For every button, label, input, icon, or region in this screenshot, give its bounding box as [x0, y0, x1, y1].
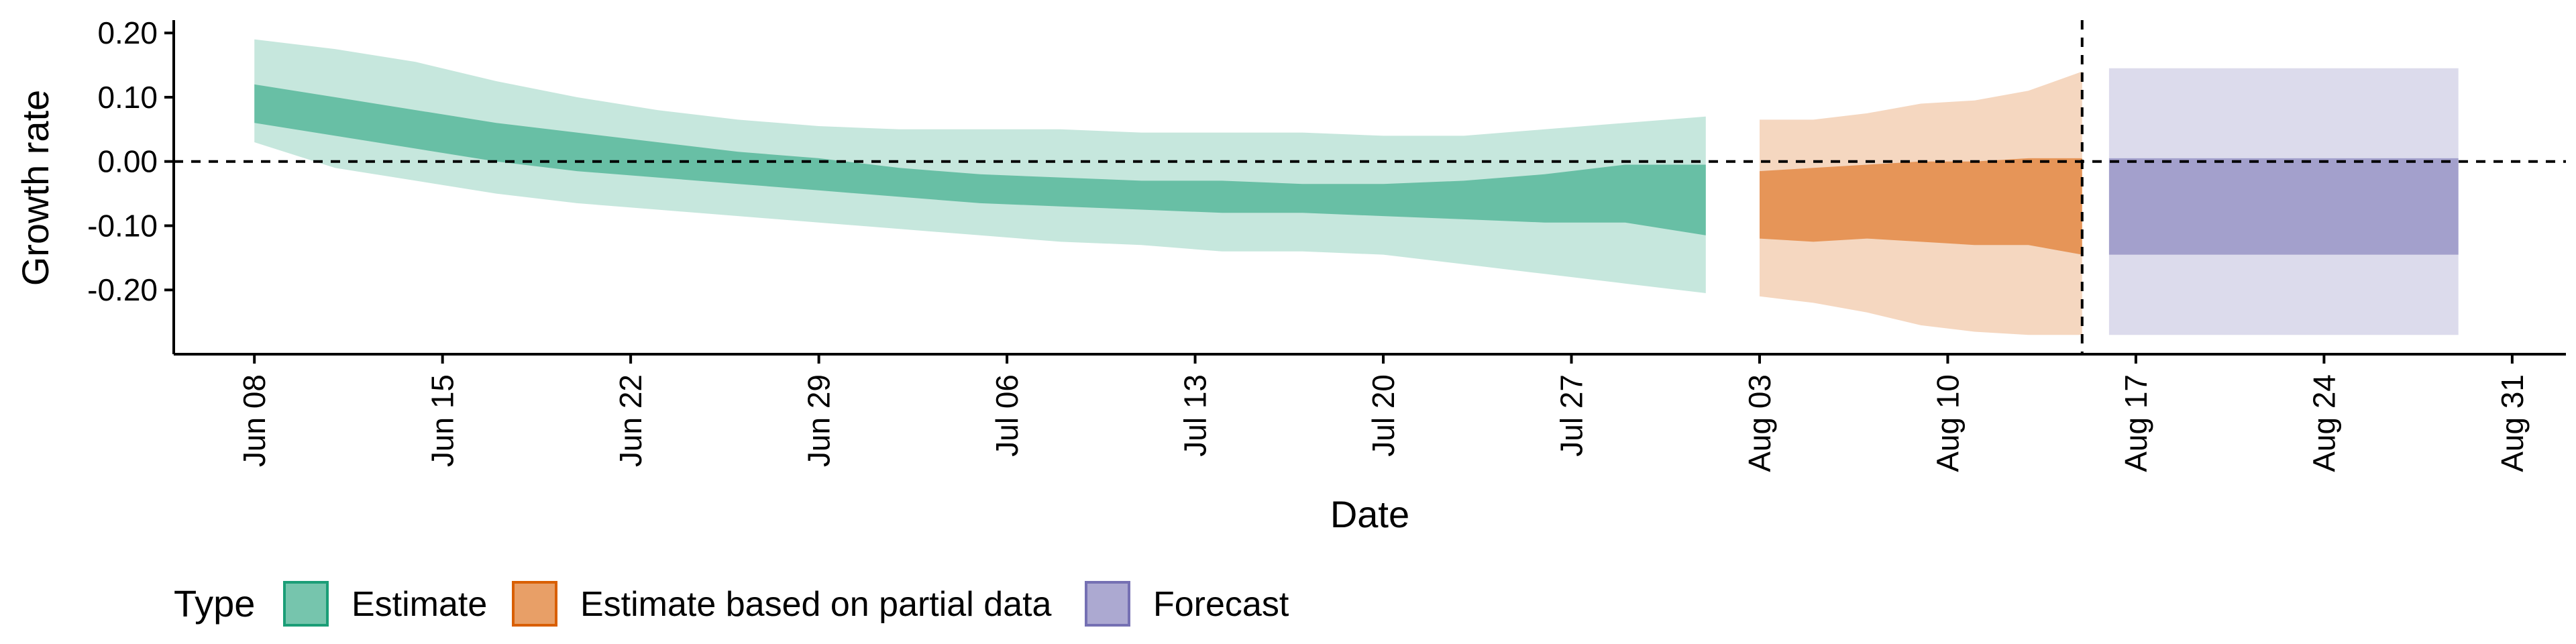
x-tick-label: Jul 27 — [1554, 374, 1589, 457]
legend: Type Estimate Estimate based on partial d… — [174, 581, 1289, 627]
x-tick-label: Jun 29 — [802, 374, 837, 467]
y-tick-label: 0.00 — [97, 144, 158, 179]
forecast-inner-band — [2108, 158, 2459, 255]
x-tick-label: Aug 24 — [2306, 374, 2341, 472]
x-tick-label: Aug 17 — [2118, 374, 2153, 472]
x-tick-label: Jul 06 — [989, 374, 1024, 457]
y-tick-label: -0.20 — [87, 272, 158, 307]
x-tick-label: Aug 10 — [1930, 374, 1965, 472]
legend-label-estimate-based-on-partial-data: Estimate based on partial data — [580, 585, 1052, 624]
estimate-outer-band — [254, 39, 1706, 293]
x-tick-label: Aug 03 — [1742, 374, 1777, 472]
estimate-based-on-partial-data-inner-band — [1760, 158, 2082, 255]
legend-key-forecast — [1085, 581, 1130, 627]
plot-area — [174, 20, 2566, 354]
y-axis-title: Growth rate — [14, 90, 56, 286]
x-tick-label: Jul 20 — [1366, 374, 1401, 457]
legend-title: Type — [174, 582, 255, 625]
y-tick-label: 0.10 — [97, 80, 158, 115]
x-ticks: Jun 08 Jun 15 Jun 22 Jun 29 Jul 06 Jul 13 Jul … — [237, 354, 2530, 472]
x-tick-label: Aug 31 — [2495, 374, 2530, 472]
y-ticks: 0.20 0.10 0.00 -0.10 -0.20 — [87, 15, 174, 307]
y-tick-label: -0.10 — [87, 208, 158, 243]
x-tick-label: Jun 15 — [425, 374, 460, 467]
legend-label-estimate: Estimate — [352, 585, 487, 624]
legend-key-estimate — [283, 581, 329, 627]
legend-label-forecast: Forecast — [1153, 585, 1289, 624]
y-tick-label: 0.20 — [97, 15, 158, 50]
axes: 0.20 0.10 0.00 -0.10 -0.20 Jun 08 Jun 15 Jun 2… — [14, 15, 2566, 535]
x-tick-label: Jul 13 — [1178, 374, 1213, 457]
estimate-inner-band — [254, 84, 1706, 235]
legend-key-estimate-based-on-partial-data — [512, 581, 557, 627]
x-axis-title: Date — [1330, 493, 1409, 535]
x-tick-label: Jun 08 — [237, 374, 272, 467]
x-tick-label: Jun 22 — [613, 374, 648, 467]
